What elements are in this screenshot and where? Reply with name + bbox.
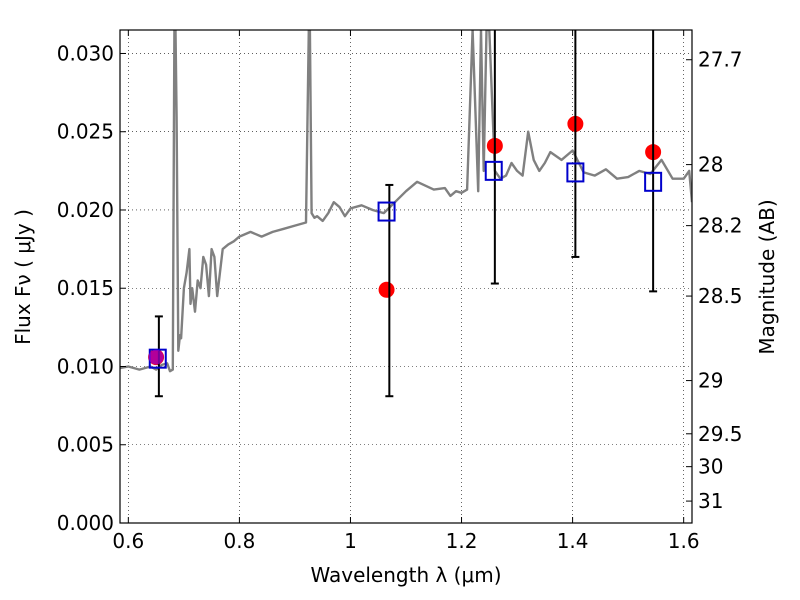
right-tick-label: 29 xyxy=(698,369,723,393)
x-tick-label: 1.4 xyxy=(557,529,589,553)
model-photometry-point xyxy=(644,171,663,192)
markers-layer xyxy=(148,30,663,398)
plot-background xyxy=(120,30,692,523)
x-tick-label: 0.6 xyxy=(112,529,144,553)
right-tick-label: 28.5 xyxy=(698,284,743,308)
right-tick-label: 31 xyxy=(698,489,723,513)
x-tick-label: 1.6 xyxy=(668,529,700,553)
y-tick-label: 0.005 xyxy=(57,433,114,457)
model-photometry-point xyxy=(484,160,503,181)
right-axis-label: Magnitude (AB) xyxy=(755,199,779,354)
model-photometry-point xyxy=(566,162,585,183)
overlap-point xyxy=(148,349,164,365)
plot-frame xyxy=(119,29,693,524)
x-tick-label: 1 xyxy=(344,529,357,553)
y-tick-label: 0.030 xyxy=(57,41,114,65)
model-photometry-point xyxy=(377,201,396,222)
x-axis-label: Wavelength λ (μm) xyxy=(310,563,501,587)
x-tick-label: 1.2 xyxy=(446,529,478,553)
observed-point xyxy=(378,281,395,298)
y-tick-label: 0.025 xyxy=(57,120,114,144)
right-tick-label: 27.7 xyxy=(698,48,743,72)
y-axis-label: Flux Fν ( μJy ) xyxy=(11,209,35,345)
right-tick-label: 28 xyxy=(698,153,723,177)
x-tick-label: 0.8 xyxy=(223,529,255,553)
y-tick-label: 0.010 xyxy=(57,354,114,378)
spectrum-line xyxy=(120,30,692,373)
y-tick-label: 0.020 xyxy=(57,198,114,222)
ticks-layer: 0.6 0.8 1 1.2 1.4 1.6 0.000 0.005 0.010 0.015 0.02… xyxy=(57,30,743,553)
series-layer xyxy=(120,30,692,373)
right-tick-label: 29.5 xyxy=(698,422,743,446)
right-tick-label: 28.2 xyxy=(698,214,743,238)
y-tick-label: 0.015 xyxy=(57,276,114,300)
right-tick-label: 30 xyxy=(698,455,723,479)
y-tick-label: 0.000 xyxy=(57,511,114,535)
